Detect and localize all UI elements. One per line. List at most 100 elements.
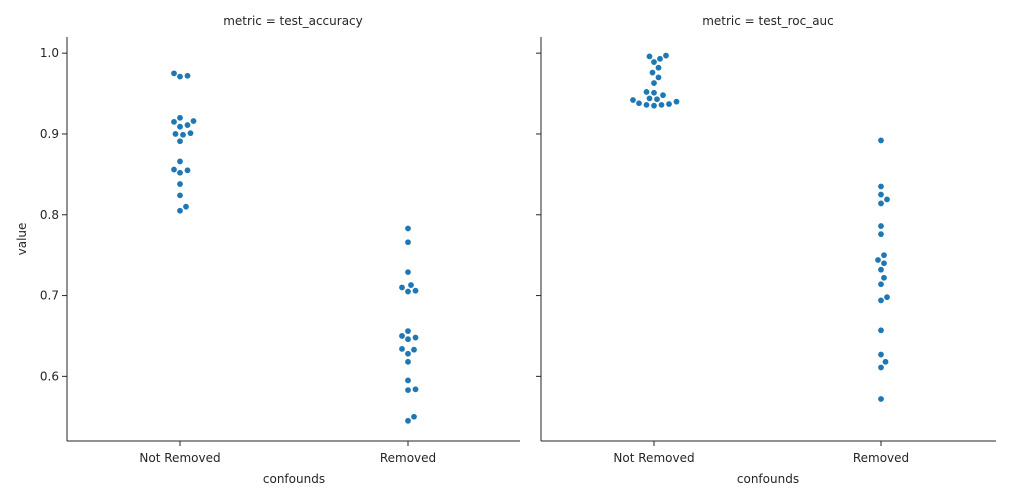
data-points xyxy=(170,69,419,425)
x-tick-label: Not Removed xyxy=(613,451,694,465)
data-point xyxy=(877,280,885,288)
y-axis-label: value xyxy=(15,223,29,256)
data-point xyxy=(411,385,419,393)
data-point xyxy=(650,102,658,110)
x-axis-label: confounds xyxy=(263,472,325,486)
data-point xyxy=(654,64,662,72)
data-point xyxy=(404,376,412,384)
data-point xyxy=(874,256,882,264)
x-ticks: Not Removed Removed xyxy=(613,441,909,465)
data-point xyxy=(176,180,184,188)
panel-test-roc-auc: metric = test_roc_auc Not Removed Removed… xyxy=(536,14,996,486)
data-point xyxy=(404,417,412,425)
data-point xyxy=(404,386,412,394)
data-point xyxy=(176,191,184,199)
data-point xyxy=(654,73,662,81)
data-point xyxy=(172,130,180,138)
data-point xyxy=(404,335,412,343)
data-point xyxy=(176,157,184,165)
data-point xyxy=(398,283,406,291)
data-point xyxy=(179,131,187,139)
data-point xyxy=(404,238,412,246)
data-point xyxy=(635,99,643,107)
panel-title: metric = test_accuracy xyxy=(223,14,363,28)
data-point xyxy=(404,288,412,296)
data-point xyxy=(648,69,656,77)
y-ticks xyxy=(536,52,541,377)
data-point xyxy=(642,88,650,96)
data-point xyxy=(176,114,184,122)
data-point xyxy=(650,79,658,87)
data-point xyxy=(662,52,670,60)
data-point xyxy=(665,100,673,108)
data-point xyxy=(170,118,178,126)
data-point xyxy=(404,327,412,335)
y-tick-label: 0.8 xyxy=(40,208,59,222)
data-point xyxy=(880,259,888,267)
data-point xyxy=(877,199,885,207)
data-point xyxy=(629,96,637,104)
data-point xyxy=(672,98,680,106)
data-point xyxy=(176,73,184,81)
data-point xyxy=(411,287,419,295)
data-point xyxy=(656,55,664,63)
data-point xyxy=(883,195,891,203)
data-point xyxy=(170,69,178,77)
data-point xyxy=(883,293,891,301)
data-point xyxy=(645,94,653,102)
data-point xyxy=(184,72,192,80)
data-points xyxy=(629,52,891,403)
data-point xyxy=(176,123,184,131)
data-point xyxy=(877,230,885,238)
data-point xyxy=(410,413,418,421)
data-point xyxy=(877,182,885,190)
panel-test-accuracy: metric = test_accuracy 0.6 0.7 0.8 0.9 1.0 N… xyxy=(15,14,520,486)
data-point xyxy=(187,129,195,137)
y-tick-label: 0.9 xyxy=(40,127,59,141)
data-point xyxy=(398,332,406,340)
data-point xyxy=(659,91,667,99)
data-point xyxy=(877,351,885,359)
data-point xyxy=(877,136,885,144)
data-point xyxy=(877,266,885,274)
data-point xyxy=(184,121,192,129)
y-tick-label: 0.6 xyxy=(40,369,59,383)
data-point xyxy=(410,346,418,354)
data-point xyxy=(184,166,192,174)
data-point xyxy=(877,326,885,334)
data-point xyxy=(190,117,198,125)
data-point xyxy=(404,350,412,358)
data-point xyxy=(407,281,415,289)
data-point xyxy=(877,296,885,304)
data-point xyxy=(877,395,885,403)
data-point xyxy=(176,137,184,145)
data-point xyxy=(182,203,190,211)
data-point xyxy=(877,222,885,230)
y-tick-label: 1.0 xyxy=(40,46,59,60)
data-point xyxy=(404,224,412,232)
x-tick-label: Removed xyxy=(380,451,436,465)
data-point xyxy=(176,169,184,177)
y-tick-label: 0.7 xyxy=(40,289,59,303)
panel-title: metric = test_roc_auc xyxy=(702,14,834,28)
data-point xyxy=(170,166,178,174)
x-ticks: Not Removed Removed xyxy=(139,441,436,465)
data-point xyxy=(642,101,650,109)
x-axis-label: confounds xyxy=(737,472,799,486)
data-point xyxy=(176,207,184,215)
data-point xyxy=(653,95,661,103)
x-tick-label: Removed xyxy=(853,451,909,465)
data-point xyxy=(877,191,885,199)
data-point xyxy=(657,101,665,109)
data-point xyxy=(404,268,412,276)
y-ticks: 0.6 0.7 0.8 0.9 1.0 xyxy=(40,46,67,383)
data-point xyxy=(650,89,658,97)
data-point xyxy=(650,58,658,66)
data-point xyxy=(881,358,889,366)
data-point xyxy=(404,358,412,366)
data-point xyxy=(880,251,888,259)
data-point xyxy=(877,363,885,371)
data-point xyxy=(645,52,653,60)
x-tick-label: Not Removed xyxy=(139,451,220,465)
